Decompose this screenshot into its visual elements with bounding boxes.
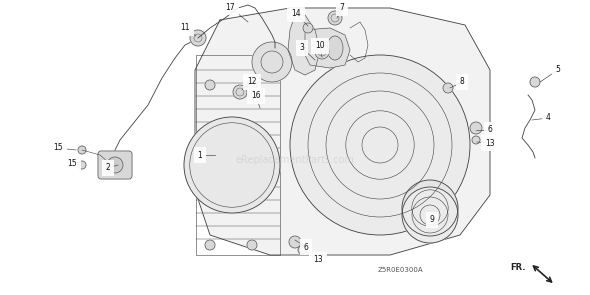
- Text: 15: 15: [53, 143, 63, 153]
- Circle shape: [205, 80, 215, 90]
- Text: 6: 6: [487, 125, 493, 135]
- Circle shape: [205, 240, 215, 250]
- Circle shape: [315, 45, 329, 59]
- Text: 13: 13: [485, 138, 495, 148]
- Circle shape: [402, 180, 458, 236]
- Text: 1: 1: [198, 150, 202, 160]
- Circle shape: [247, 240, 257, 250]
- Circle shape: [328, 11, 342, 25]
- Text: 6: 6: [304, 242, 309, 252]
- Circle shape: [184, 117, 280, 213]
- Circle shape: [470, 122, 482, 134]
- Text: 4: 4: [546, 114, 550, 122]
- Text: 2: 2: [106, 163, 110, 173]
- Circle shape: [298, 246, 306, 254]
- Text: 16: 16: [251, 91, 261, 101]
- Polygon shape: [288, 15, 320, 75]
- Circle shape: [190, 30, 206, 46]
- Text: 5: 5: [556, 65, 560, 75]
- Text: 9: 9: [430, 216, 434, 224]
- Text: 12: 12: [247, 78, 257, 86]
- Circle shape: [530, 77, 540, 87]
- Text: eReplacementParts.com: eReplacementParts.com: [235, 155, 355, 165]
- Text: 11: 11: [181, 24, 190, 32]
- Text: 3: 3: [300, 43, 304, 53]
- Text: 10: 10: [315, 42, 325, 50]
- Circle shape: [78, 161, 86, 169]
- Circle shape: [402, 187, 458, 243]
- Ellipse shape: [327, 36, 343, 60]
- Circle shape: [78, 146, 86, 154]
- Text: 15: 15: [67, 158, 77, 168]
- Circle shape: [247, 80, 257, 90]
- Text: Z5R0E0300A: Z5R0E0300A: [377, 267, 423, 273]
- Circle shape: [107, 157, 123, 173]
- Circle shape: [289, 236, 301, 248]
- Text: 14: 14: [291, 9, 301, 19]
- Polygon shape: [195, 8, 490, 255]
- Text: 7: 7: [340, 4, 345, 12]
- Bar: [196, 55, 280, 255]
- Circle shape: [443, 83, 453, 93]
- Circle shape: [303, 23, 313, 33]
- Text: 17: 17: [225, 2, 235, 12]
- Text: FR.: FR.: [510, 263, 526, 273]
- Circle shape: [233, 85, 247, 99]
- FancyBboxPatch shape: [98, 151, 132, 179]
- Text: 8: 8: [460, 78, 464, 86]
- Circle shape: [252, 42, 292, 82]
- Text: 13: 13: [313, 255, 323, 265]
- Polygon shape: [305, 28, 350, 68]
- Circle shape: [472, 136, 480, 144]
- Circle shape: [290, 55, 470, 235]
